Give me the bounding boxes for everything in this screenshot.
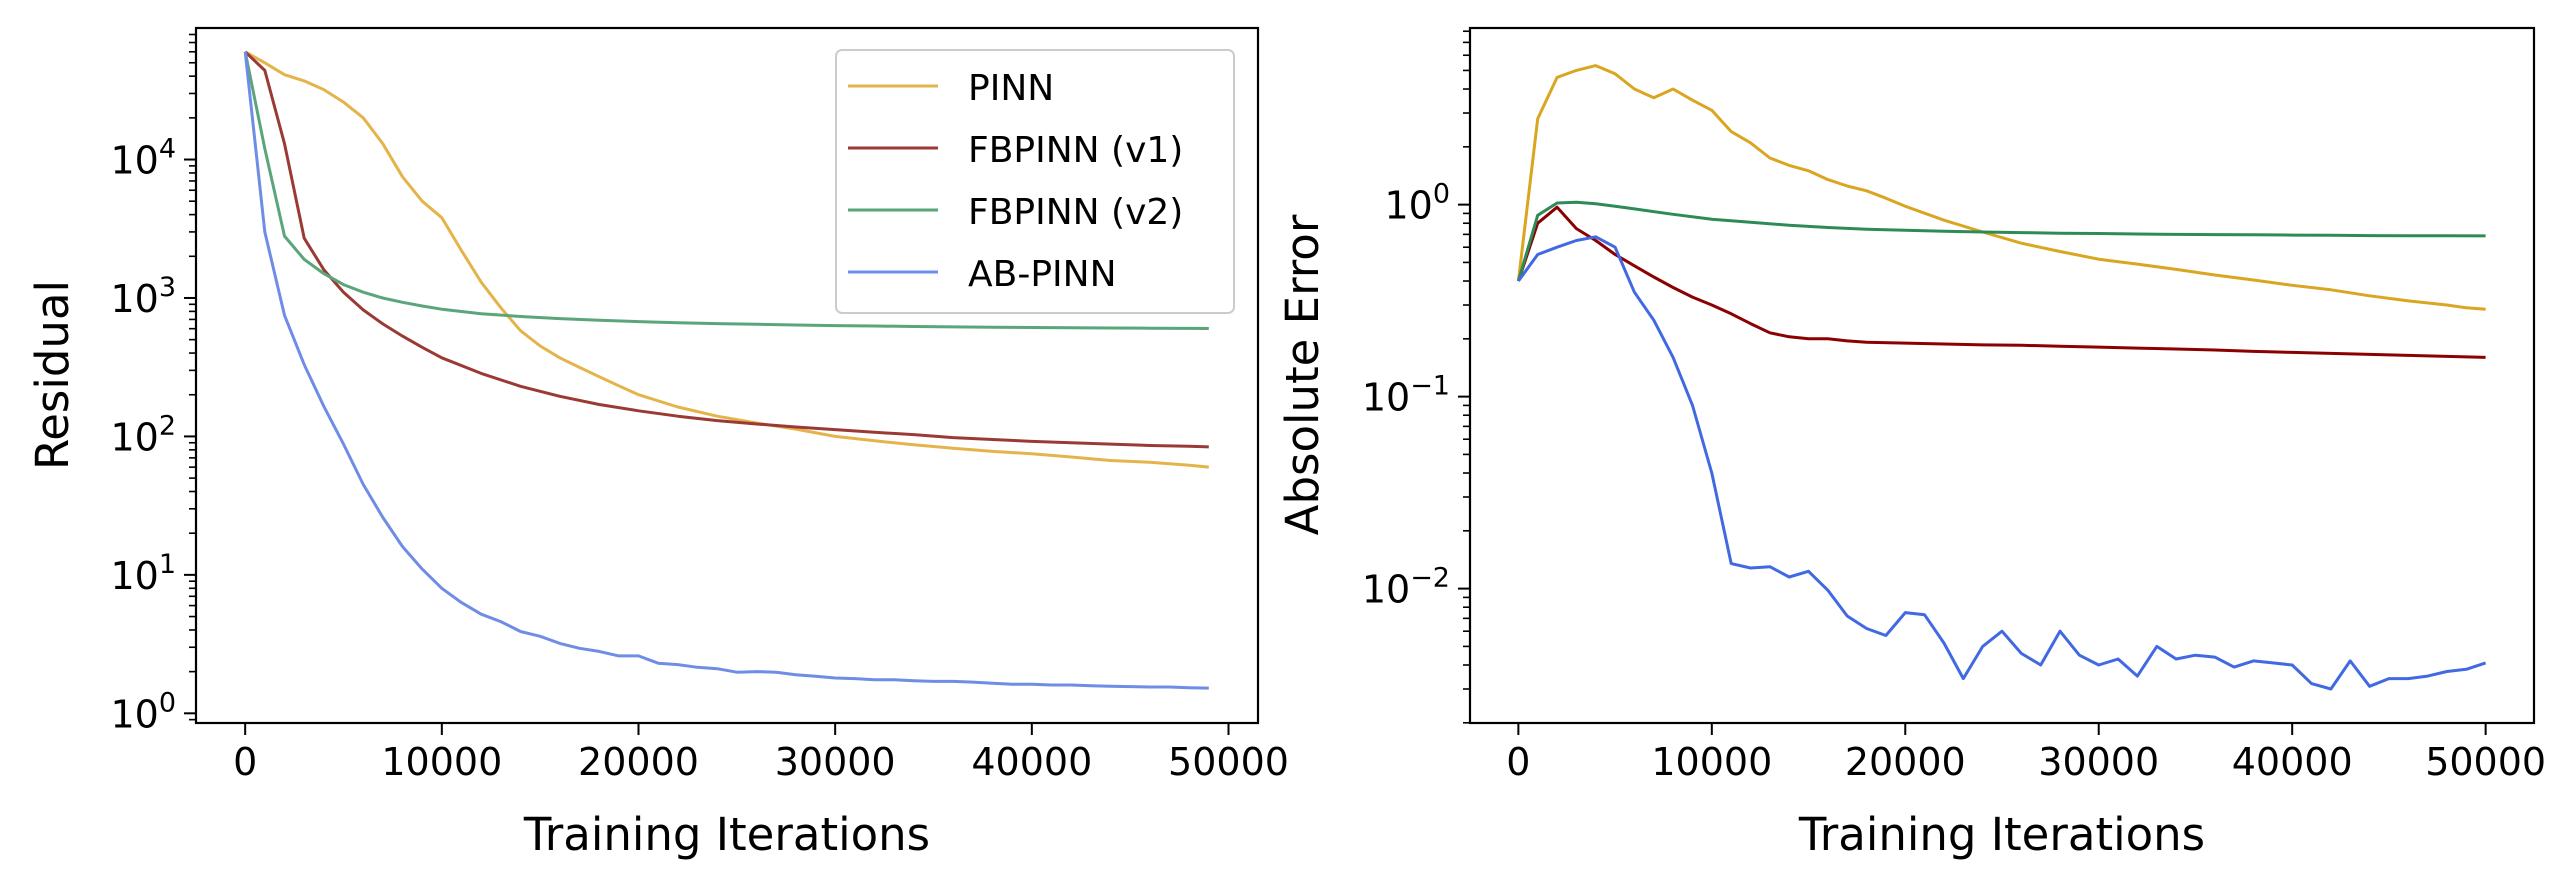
residual-series-fbpinn-v1 <box>244 50 1209 449</box>
error-x-tick-label: 20000 <box>1845 740 1966 784</box>
error-y-tick-label: 10−2 <box>1362 563 1450 612</box>
residual-series-pinn <box>244 50 1209 469</box>
legend-label-fbpinn-v1: FBPINN (v1) <box>968 130 1183 171</box>
error-x-tick-label: 30000 <box>2038 740 2159 784</box>
residual-x-tick-label: 10000 <box>381 740 502 784</box>
legend-label-pinn: PINN <box>968 68 1054 109</box>
residual-series-ab-pinn <box>243 51 1209 690</box>
error-series-fbpinn-v2 <box>1516 200 2486 282</box>
residual-chart: 0 10000 20000 30000 40000 50000 1001011021031… <box>26 26 1289 861</box>
error-x-tick-label: 10000 <box>1651 740 1772 784</box>
legend: PINN FBPINN (v1) FBPINN (v2) AB-PINN <box>835 49 1235 314</box>
residual-series-group <box>243 50 1209 690</box>
error-x-tick-label: 40000 <box>2232 740 2353 784</box>
error-series-group <box>1516 64 2487 691</box>
residual-y-axis-label: Residual <box>26 280 79 470</box>
error-x-axis-label: Training Iterations <box>1798 808 2205 861</box>
residual-x-tick-label: 50000 <box>1168 740 1289 784</box>
residual-x-tick-label: 40000 <box>971 740 1092 784</box>
legend-label-ab-pinn: AB-PINN <box>968 254 1117 295</box>
error-series-pinn <box>1516 64 2486 311</box>
error-series-ab-pinn <box>1517 235 2487 691</box>
error-x-tick-label: 0 <box>1506 740 1530 784</box>
error-axes-frame <box>1468 26 2536 725</box>
legend-frame <box>835 49 1235 314</box>
residual-x-tick-label: 20000 <box>578 740 699 784</box>
error-x-tick-label: 50000 <box>2425 740 2546 784</box>
residual-series-fbpinn-v2 <box>243 51 1209 330</box>
error-x-ticks: 0 10000 20000 30000 40000 50000 <box>1506 723 2546 784</box>
error-y-axis-label: Absolute Error <box>1276 214 1329 535</box>
error-series-fbpinn-v1 <box>1516 205 2486 359</box>
residual-x-ticks: 0 10000 20000 30000 40000 50000 <box>233 723 1289 784</box>
residual-x-tick-label: 0 <box>233 740 257 784</box>
legend-label-fbpinn-v2: FBPINN (v2) <box>968 192 1183 233</box>
residual-x-axis-label: Training Iterations <box>523 808 930 861</box>
residual-axes-frame <box>194 26 1260 725</box>
residual-x-tick-label: 30000 <box>775 740 896 784</box>
